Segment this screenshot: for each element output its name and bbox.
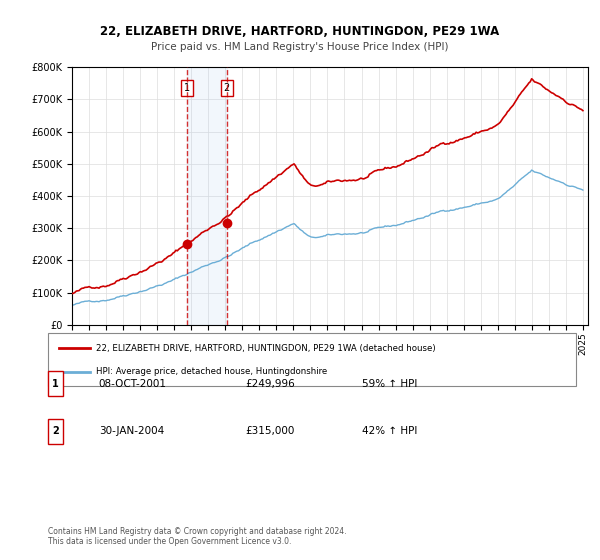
FancyBboxPatch shape [48, 333, 576, 386]
Text: HPI: Average price, detached house, Huntingdonshire: HPI: Average price, detached house, Hunt… [95, 367, 327, 376]
Text: £249,996: £249,996 [245, 379, 295, 389]
Text: 1: 1 [184, 83, 190, 93]
Text: 22, ELIZABETH DRIVE, HARTFORD, HUNTINGDON, PE29 1WA (detached house): 22, ELIZABETH DRIVE, HARTFORD, HUNTINGDO… [95, 344, 435, 353]
Text: 59% ↑ HPI: 59% ↑ HPI [362, 379, 418, 389]
Text: £315,000: £315,000 [245, 426, 295, 436]
Text: 30-JAN-2004: 30-JAN-2004 [100, 426, 164, 436]
Text: Contains HM Land Registry data © Crown copyright and database right 2024.
This d: Contains HM Land Registry data © Crown c… [48, 526, 347, 546]
Text: 08-OCT-2001: 08-OCT-2001 [98, 379, 166, 389]
Text: 22, ELIZABETH DRIVE, HARTFORD, HUNTINGDON, PE29 1WA: 22, ELIZABETH DRIVE, HARTFORD, HUNTINGDO… [100, 25, 500, 38]
Text: 2: 2 [52, 426, 59, 436]
Text: Price paid vs. HM Land Registry's House Price Index (HPI): Price paid vs. HM Land Registry's House … [151, 42, 449, 52]
Text: 1: 1 [52, 379, 59, 389]
Bar [187, 67, 227, 325]
Text: 42% ↑ HPI: 42% ↑ HPI [362, 426, 418, 436]
Text: 2: 2 [224, 83, 230, 93]
